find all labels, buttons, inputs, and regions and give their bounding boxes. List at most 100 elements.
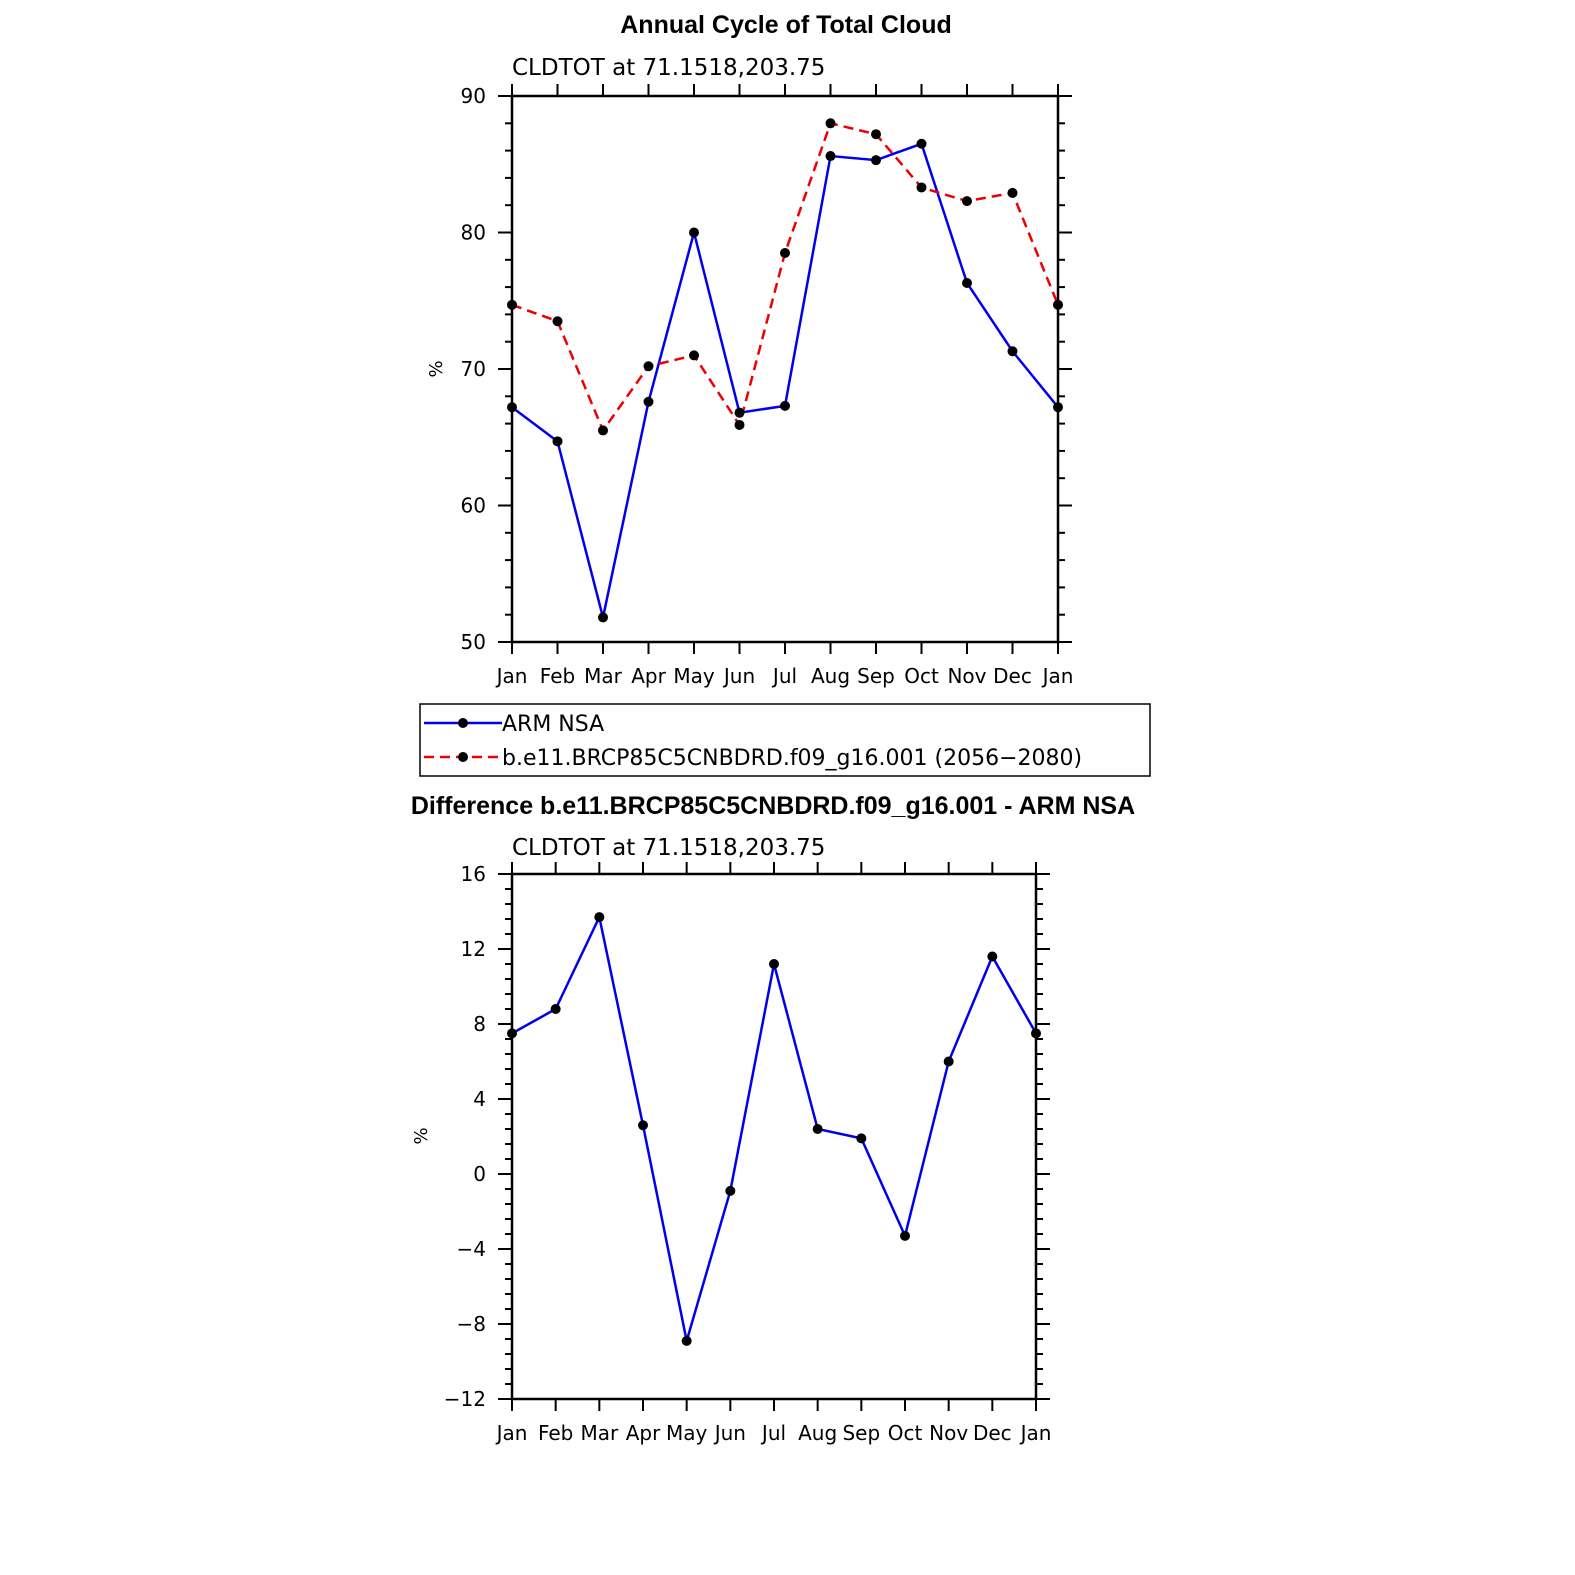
x-tick-label: Jun <box>713 1421 746 1445</box>
x-tick-label: May <box>666 1421 708 1445</box>
data-point <box>962 278 972 289</box>
annual-cycle-chart: Annual Cycle of Total Cloud CLDTOT at 71… <box>426 11 1073 688</box>
x-tick-label: Jun <box>722 664 755 688</box>
data-point <box>769 959 779 969</box>
chart-subtitle: CLDTOT at 71.1518,203.75 <box>512 55 825 81</box>
data-point <box>780 400 790 411</box>
x-tick-label: Jan <box>495 1421 528 1445</box>
data-point <box>871 129 881 140</box>
x-tick-label: Nov <box>929 1421 968 1445</box>
data-point <box>1031 1028 1041 1039</box>
x-tick-label: Apr <box>631 664 666 688</box>
x-tick-label: Oct <box>888 1421 923 1445</box>
data-point <box>638 1120 648 1131</box>
x-tick-label: Sep <box>842 1421 880 1445</box>
y-axis-label: % <box>426 360 447 377</box>
data-point <box>916 182 927 193</box>
data-point <box>689 350 699 361</box>
x-tick-label: Jan <box>1019 1421 1052 1445</box>
data-point <box>987 951 998 962</box>
data-point <box>550 1004 561 1014</box>
x-tick-label: Sep <box>857 664 895 688</box>
y-tick-label: 90 <box>461 84 486 108</box>
y-tick-label: 12 <box>461 937 486 961</box>
data-point <box>962 196 972 207</box>
y-tick-label: −4 <box>457 1237 486 1261</box>
data-point <box>1053 299 1063 310</box>
x-tick-label: May <box>673 664 715 688</box>
series-group <box>507 118 1063 623</box>
y-tick-label: 4 <box>473 1087 486 1111</box>
data-point <box>507 402 517 413</box>
y-tick-label: −12 <box>444 1387 486 1411</box>
x-tick-label: Aug <box>798 1421 837 1445</box>
series-line-0 <box>511 142 1059 618</box>
chart-subtitle: CLDTOT at 71.1518,203.75 <box>512 835 825 861</box>
legend-box <box>419 703 1151 777</box>
x-tick-label: Mar <box>584 664 623 688</box>
data-point <box>825 118 836 129</box>
plot-frame <box>510 872 1038 1401</box>
series-group <box>507 912 1041 1346</box>
chart-title: Annual Cycle of Total Cloud <box>620 11 951 39</box>
x-tick-label: Jul <box>771 664 797 688</box>
axis-ticks: Jan Feb Mar Apr May Jun Jul Aug Sep Oct Nov Dec Jan−… <box>444 862 1052 1445</box>
legend: ARM NSA b.e11.BRCP85C5CNBDRD.f09_g16.001… <box>419 703 1151 777</box>
x-tick-label: Jul <box>760 1421 786 1445</box>
y-tick-label: −8 <box>457 1312 486 1336</box>
x-tick-label: Feb <box>540 664 575 688</box>
data-point <box>643 361 654 372</box>
x-tick-label: Apr <box>626 1421 661 1445</box>
data-point <box>598 425 608 436</box>
data-point <box>1007 187 1018 198</box>
x-tick-label: Jan <box>495 664 528 688</box>
data-point <box>943 1056 954 1067</box>
x-tick-label: Oct <box>904 664 939 688</box>
series-line-0 <box>511 913 1038 1342</box>
chart-title: Difference b.e11.BRCP85C5CNBDRD.f09_g16.… <box>411 792 1135 820</box>
data-point <box>900 1230 910 1241</box>
x-tick-label: Nov <box>947 664 986 688</box>
data-point <box>507 299 517 310</box>
data-point <box>734 419 745 430</box>
data-point <box>780 247 790 258</box>
x-tick-label: Dec <box>973 1421 1012 1445</box>
data-point <box>856 1133 867 1144</box>
data-point <box>594 912 605 923</box>
y-tick-label: 16 <box>461 862 486 886</box>
data-point <box>1053 402 1063 413</box>
x-tick-label: Mar <box>580 1421 619 1445</box>
axis-ticks: Jan Feb Mar Apr May Jun Jul Aug Sep Oct Nov Dec Jan 5… <box>461 84 1074 688</box>
data-point <box>725 1185 736 1196</box>
legend-marker-arm-nsa <box>458 718 468 728</box>
data-point <box>734 407 745 418</box>
data-point <box>825 151 836 162</box>
legend-marker-model <box>458 752 468 762</box>
x-tick-label: Feb <box>538 1421 573 1445</box>
y-tick-label: 0 <box>473 1162 486 1186</box>
y-tick-label: 60 <box>461 494 486 518</box>
x-tick-label: Jan <box>1041 664 1074 688</box>
data-point <box>689 227 699 238</box>
data-point <box>681 1335 692 1346</box>
data-point <box>643 396 654 407</box>
data-point <box>598 612 608 623</box>
plot-frame <box>510 94 1060 644</box>
legend-label-model: b.e11.BRCP85C5CNBDRD.f09_g16.001 (2056−2… <box>502 746 1082 771</box>
y-tick-label: 80 <box>461 221 486 245</box>
data-point <box>552 436 563 447</box>
y-tick-label: 8 <box>473 1012 486 1036</box>
difference-chart: Difference b.e11.BRCP85C5CNBDRD.f09_g16.… <box>411 792 1135 1445</box>
y-axis-label: % <box>411 1127 432 1144</box>
x-tick-label: Aug <box>811 664 850 688</box>
data-point <box>916 138 927 149</box>
data-point <box>1007 346 1018 357</box>
legend-label-arm-nsa: ARM NSA <box>502 712 604 737</box>
y-tick-label: 70 <box>461 357 486 381</box>
x-tick-label: Dec <box>993 664 1032 688</box>
y-tick-label: 50 <box>461 630 486 654</box>
data-point <box>871 155 881 166</box>
data-point <box>552 316 563 327</box>
data-point <box>812 1124 823 1134</box>
